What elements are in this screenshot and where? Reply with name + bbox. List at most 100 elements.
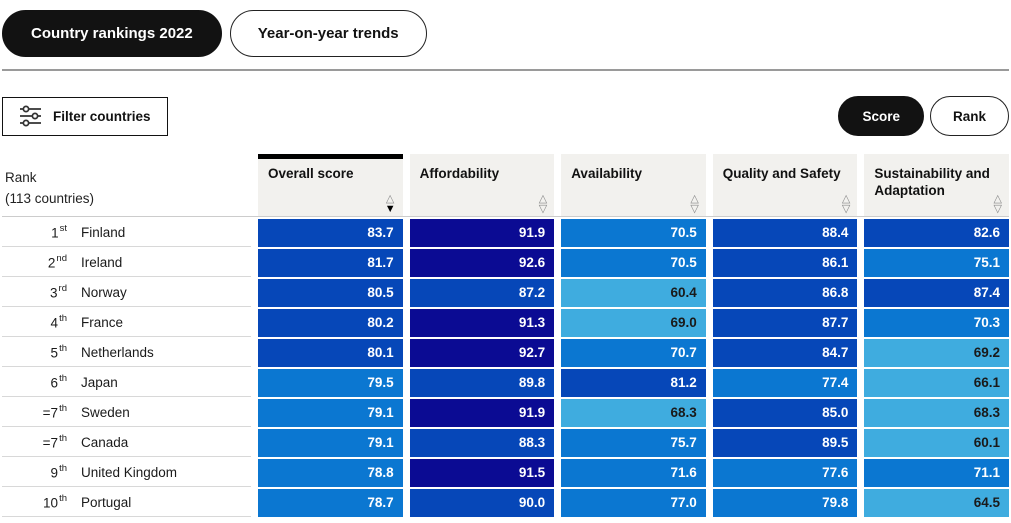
rankings-table: Rank (113 countries) Overall score △ ▼ Affo… (2, 154, 1009, 517)
sort-down-arrow-icon: ▽ (690, 203, 699, 215)
country-name: Netherlands (81, 345, 154, 360)
rank-column-header: Rank (113 countries) (2, 161, 251, 209)
rank-value: 6th (50, 373, 67, 391)
sort-icon: △ ▼ (385, 193, 396, 215)
table-row-france[interactable]: 4th France 80.2 91.3 69.0 87.7 70.3 (2, 309, 1009, 337)
score-cell-sustainability-and-adaptation: 68.3 (864, 399, 1009, 427)
tab-year-on-year-trends[interactable]: Year-on-year trends (229, 10, 427, 57)
rank-country-cell: 9th United Kingdom (2, 459, 251, 487)
view-tabs: Country rankings 2022 Year-on-year trend… (2, 0, 1009, 57)
sort-icon: △ ▽ (841, 194, 851, 215)
score-cell-availability: 69.0 (561, 309, 706, 337)
score-cell-availability: 71.6 (561, 459, 706, 487)
column-header-label: Availability (571, 166, 642, 181)
country-name: Ireland (81, 255, 123, 270)
rank-value: 1st (51, 223, 67, 241)
table-row-sweden[interactable]: =7th Sweden 79.1 91.9 68.3 85.0 68.3 (2, 399, 1009, 427)
score-cell-affordability: 88.3 (409, 429, 555, 457)
table-row-netherlands[interactable]: 5th Netherlands 80.1 92.7 70.7 84.7 69.2 (2, 339, 1009, 367)
column-header-sustainability-and-adaptation[interactable]: Sustainability and Adaptation △ ▽ (864, 154, 1009, 216)
score-cell-availability: 77.0 (561, 489, 706, 517)
rank-value: 3rd (50, 283, 67, 301)
column-header-label: Overall score (268, 166, 354, 181)
table-row-finland[interactable]: 1st Finland 83.7 91.9 70.5 88.4 82.6 (2, 219, 1009, 247)
score-cell-overall-score: 79.1 (258, 399, 403, 427)
sort-up-arrow-icon: △ (385, 193, 395, 205)
score-cell-overall-score: 78.8 (258, 459, 403, 487)
score-cell-overall-score: 79.5 (258, 369, 403, 397)
rank-country-cell: 4th France (2, 309, 251, 337)
score-cell-availability: 70.7 (561, 339, 706, 367)
column-header-overall-score[interactable]: Overall score △ ▼ (258, 154, 403, 216)
sort-down-arrow-icon: ▽ (993, 203, 1002, 215)
score-cell-overall-score: 81.7 (258, 249, 403, 277)
rank-country-cell: 6th Japan (2, 369, 251, 397)
sort-icon: △ ▽ (993, 193, 1002, 215)
score-cell-quality-and-safety: 77.6 (712, 459, 858, 487)
score-cell-affordability: 91.9 (409, 219, 555, 247)
table-row-portugal[interactable]: 10th Portugal 78.7 90.0 77.0 79.8 64.5 (2, 489, 1009, 517)
score-cell-availability: 68.3 (561, 399, 706, 427)
score-cell-overall-score: 83.7 (258, 219, 403, 247)
rank-value: 4th (50, 313, 67, 331)
sort-down-arrow-icon: ▽ (841, 203, 851, 215)
score-cell-sustainability-and-adaptation: 75.1 (864, 249, 1009, 277)
country-name: Finland (81, 225, 126, 240)
column-header-affordability[interactable]: Affordability △ ▽ (409, 154, 555, 216)
score-cell-affordability: 91.9 (409, 399, 555, 427)
rank-toggle-button[interactable]: Rank (929, 96, 1009, 136)
score-cell-availability: 70.5 (561, 219, 706, 247)
sort-up-arrow-icon: △ (690, 193, 699, 205)
country-name: France (81, 315, 124, 330)
score-cell-affordability: 92.7 (409, 339, 555, 367)
score-cell-affordability: 90.0 (409, 489, 555, 517)
country-name: Canada (81, 435, 129, 450)
sort-up-arrow-icon: △ (538, 193, 548, 205)
table-row-ireland[interactable]: 2nd Ireland 81.7 92.6 70.5 86.1 75.1 (2, 249, 1009, 277)
rank-value: 9th (50, 463, 67, 481)
filter-countries-button[interactable]: Filter countries (2, 96, 168, 136)
rank-header-line2: (113 countries) (5, 191, 95, 206)
score-cell-quality-and-safety: 85.0 (712, 399, 858, 427)
score-cell-affordability: 89.8 (409, 369, 555, 397)
score-cell-affordability: 91.3 (409, 309, 555, 337)
score-cell-sustainability-and-adaptation: 60.1 (864, 429, 1009, 457)
score-cell-sustainability-and-adaptation: 82.6 (864, 219, 1009, 247)
table-row-norway[interactable]: 3rd Norway 80.5 87.2 60.4 86.8 87.4 (2, 279, 1009, 307)
score-cell-quality-and-safety: 77.4 (712, 369, 858, 397)
score-cell-sustainability-and-adaptation: 64.5 (864, 489, 1009, 517)
tab-country-rankings-2022[interactable]: Country rankings 2022 (2, 10, 222, 57)
country-name: Sweden (81, 405, 130, 420)
country-name: Portugal (81, 495, 132, 510)
filter-sliders-icon (20, 105, 41, 127)
column-header-label: Affordability (419, 166, 500, 181)
score-cell-availability: 75.7 (561, 429, 706, 457)
score-cell-affordability: 91.5 (409, 459, 555, 487)
section-divider (2, 69, 1009, 71)
score-cell-overall-score: 79.1 (258, 429, 403, 457)
score-cell-quality-and-safety: 79.8 (712, 489, 858, 517)
table-toolbar: Filter countries Score Rank (2, 96, 1009, 136)
column-header-quality-and-safety[interactable]: Quality and Safety △ ▽ (712, 154, 858, 216)
score-cell-availability: 70.5 (561, 249, 706, 277)
score-cell-overall-score: 80.2 (258, 309, 403, 337)
rank-value: =7th (42, 433, 67, 451)
score-cell-sustainability-and-adaptation: 71.1 (864, 459, 1009, 487)
rank-value: 2nd (47, 253, 67, 271)
score-cell-quality-and-safety: 87.7 (712, 309, 858, 337)
score-cell-quality-and-safety: 84.7 (712, 339, 858, 367)
filter-countries-label: Filter countries (53, 108, 151, 124)
rank-value: =7th (42, 403, 67, 421)
table-header-row: Rank (113 countries) Overall score △ ▼ Affo… (2, 154, 1009, 217)
table-row-united-kingdom[interactable]: 9th United Kingdom 78.8 91.5 71.6 77.6 71.1 (2, 459, 1009, 487)
rank-country-cell: =7th Sweden (2, 399, 251, 427)
table-row-canada[interactable]: =7th Canada 79.1 88.3 75.7 89.5 60.1 (2, 429, 1009, 457)
score-toggle-button[interactable]: Score (838, 96, 924, 136)
rank-value: 10th (43, 493, 67, 511)
table-body: 1st Finland 83.7 91.9 70.5 88.4 82.6 2nd Ireland… (2, 219, 1009, 517)
sort-up-arrow-icon: △ (993, 193, 1002, 205)
table-row-japan[interactable]: 6th Japan 79.5 89.8 81.2 77.4 66.1 (2, 369, 1009, 397)
score-cell-overall-score: 80.1 (258, 339, 403, 367)
column-header-availability[interactable]: Availability △ ▽ (561, 154, 706, 216)
rank-country-cell: 5th Netherlands (2, 339, 251, 367)
